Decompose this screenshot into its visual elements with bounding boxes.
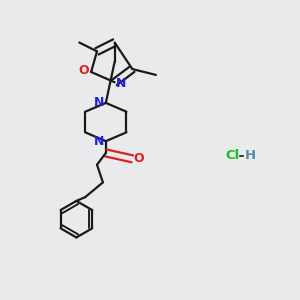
Text: N: N [94, 135, 104, 148]
Text: Cl: Cl [225, 149, 240, 162]
Text: N: N [94, 96, 104, 109]
Text: N: N [116, 77, 126, 90]
Text: H: H [244, 149, 256, 162]
Text: O: O [78, 64, 89, 77]
Text: O: O [134, 152, 144, 165]
